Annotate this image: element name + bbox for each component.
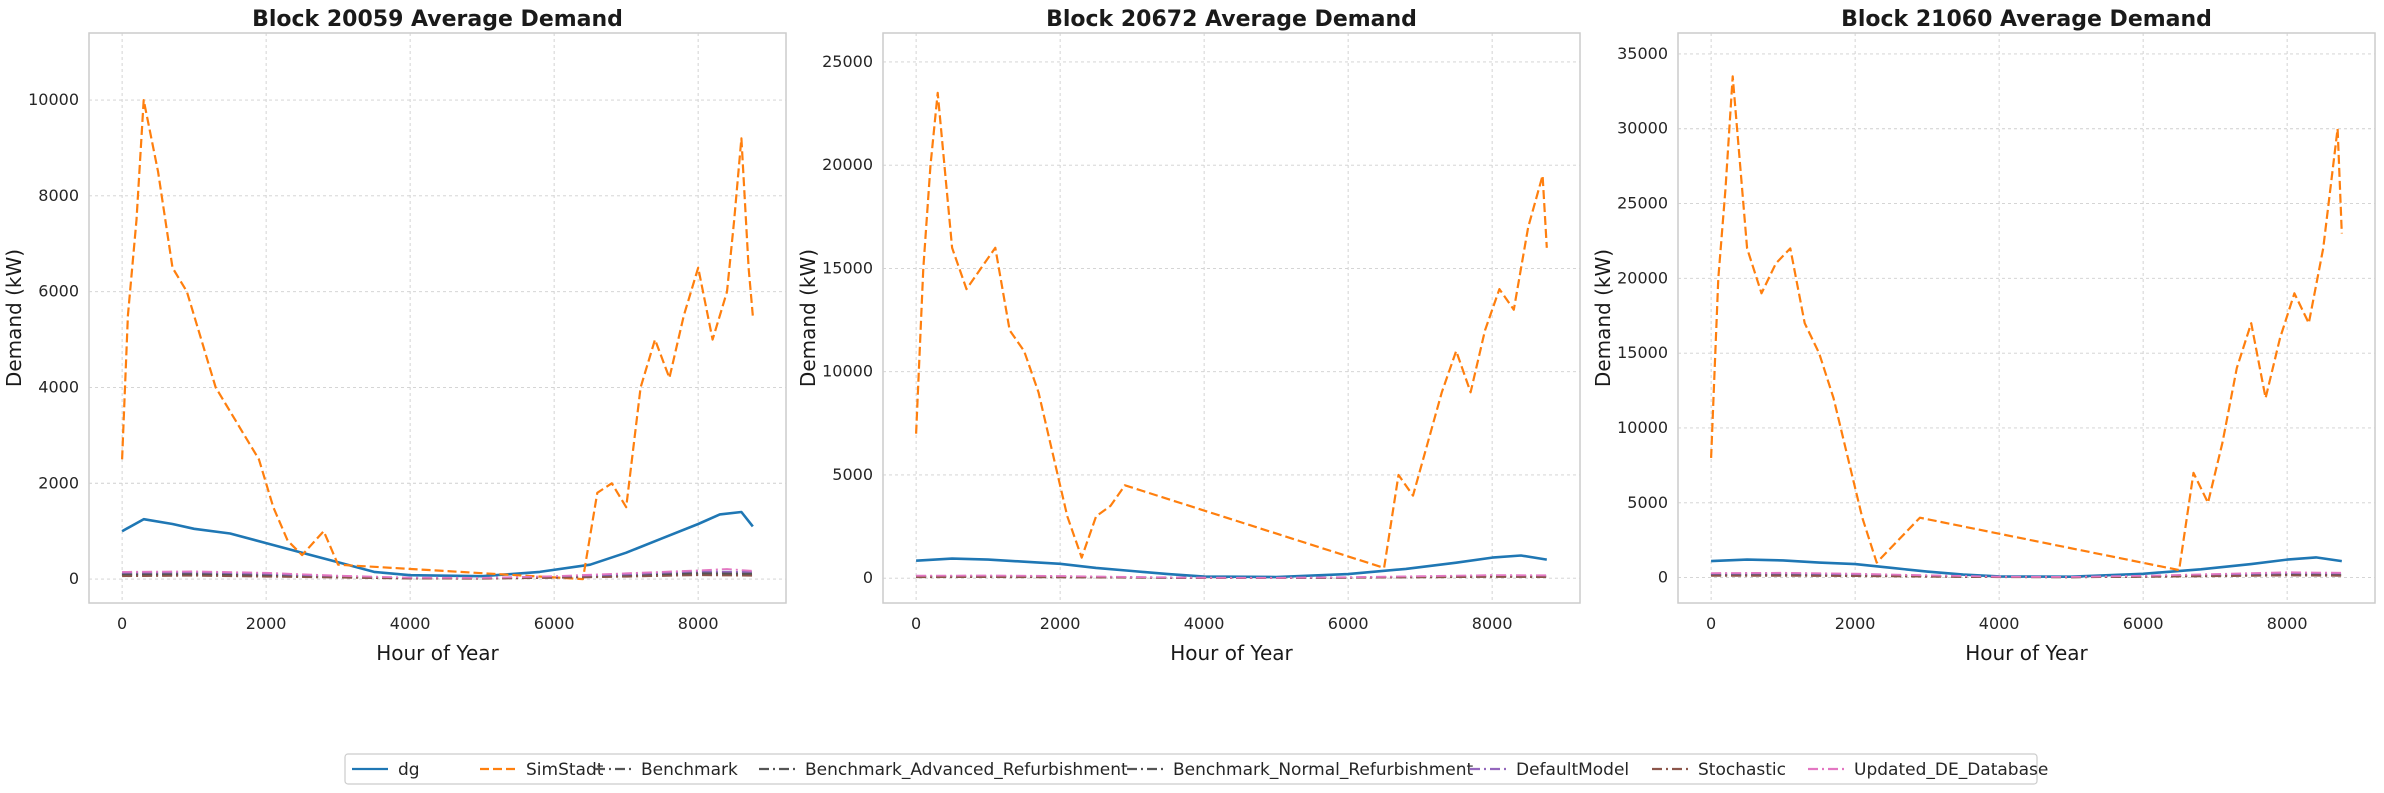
x-axis-label: Hour of Year: [1965, 641, 2088, 665]
plot-area: [88, 32, 787, 604]
y-tick-label: 15000: [1617, 343, 1668, 362]
x-tick-label: 6000: [534, 614, 575, 633]
series-line-dg: [121, 510, 754, 578]
x-tick-label: 2000: [1835, 614, 1876, 633]
legend-label: SimStadt: [526, 760, 604, 780]
y-tick-label: 35000: [1617, 44, 1668, 63]
legend-label: dg: [398, 760, 420, 780]
legend-item-dg: dg: [352, 760, 420, 780]
series-line-updated-de-database: [122, 568, 753, 579]
plot-area: [1677, 32, 2376, 604]
y-tick-label: 5000: [832, 465, 873, 484]
legend-item-benchmark-normal-refurbishment: Benchmark_Normal_Refurbishment: [1127, 760, 1474, 780]
y-tick-label: 4000: [38, 377, 79, 396]
y-tick-label: 6000: [38, 282, 79, 301]
legend-label: DefaultModel: [1516, 760, 1629, 780]
x-tick-label: 0: [117, 614, 127, 633]
chart-title: Block 21060 Average Demand: [1841, 7, 2212, 32]
legend-label: Updated_DE_Database: [1854, 760, 2048, 780]
y-axis-label: Demand (kW): [796, 249, 820, 387]
legend-item-defaultmodel: DefaultModel: [1470, 760, 1629, 780]
legend-item-benchmark-advanced-refurbishment: Benchmark_Advanced_Refurbishment: [759, 760, 1128, 780]
y-axis-label: Demand (kW): [2, 249, 26, 387]
chart-panel: 0 2000 4000 6000 8000 0 2000 4000 6000 8000 10000 B…: [2, 7, 787, 665]
series-group: [1710, 75, 2343, 579]
series-line-updated-de-database: [1711, 571, 2342, 578]
y-tick-label: 25000: [1617, 194, 1668, 213]
x-tick-label: 4000: [390, 614, 431, 633]
chart-panel: 0 2000 4000 6000 8000 0 5000 10000 15000 20000 250…: [796, 7, 1581, 665]
x-tick-label: 6000: [2123, 614, 2164, 633]
chart-panel: 0 2000 4000 6000 8000 0 5000 10000 15000 20000 250…: [1591, 7, 2376, 665]
legend-label: Benchmark_Normal_Refurbishment: [1173, 760, 1474, 780]
series-group: [915, 91, 1548, 579]
legend: dg SimStadt Benchmark Benchmark_Advanced_Re…: [344, 753, 2048, 785]
series-line-updated-de-database: [916, 574, 1547, 579]
legend-label: Benchmark_Advanced_Refurbishment: [805, 760, 1128, 780]
x-tick-label: 8000: [2267, 614, 2308, 633]
x-tick-label: 4000: [1979, 614, 2020, 633]
y-tick-label: 10000: [822, 362, 873, 381]
x-tick-label: 2000: [1040, 614, 1081, 633]
series-line-stochastic: [122, 574, 753, 580]
series-line-simstadt: [915, 91, 1548, 570]
x-tick-label: 0: [1706, 614, 1716, 633]
y-tick-label: 0: [69, 569, 79, 588]
y-tick-label: 0: [863, 568, 873, 587]
x-tick-label: 6000: [1328, 614, 1369, 633]
y-axis-label: Demand (kW): [1591, 249, 1615, 387]
series-line-simstadt: [121, 98, 754, 581]
plot-area: [882, 32, 1581, 604]
y-tick-label: 8000: [38, 186, 79, 205]
series-line-simstadt: [1710, 75, 2343, 572]
y-tick-label: 0: [1658, 568, 1668, 587]
legend-item-updated-de-database: Updated_DE_Database: [1808, 760, 2048, 780]
x-axis-label: Hour of Year: [1170, 641, 1293, 665]
x-tick-label: 0: [911, 614, 921, 633]
x-axis-label: Hour of Year: [376, 641, 499, 665]
y-tick-label: 10000: [28, 90, 79, 109]
y-tick-label: 20000: [822, 155, 873, 174]
y-tick-label: 5000: [1627, 493, 1668, 512]
x-tick-label: 4000: [1184, 614, 1225, 633]
series-group: [121, 98, 754, 581]
x-tick-label: 2000: [246, 614, 287, 633]
legend-item-benchmark: Benchmark: [595, 760, 738, 780]
series-line-dg: [916, 554, 1548, 579]
y-tick-label: 25000: [822, 52, 873, 71]
chart-title: Block 20672 Average Demand: [1046, 7, 1417, 32]
y-tick-label: 15000: [822, 258, 873, 277]
chart-title: Block 20059 Average Demand: [252, 7, 623, 32]
y-tick-label: 10000: [1617, 418, 1668, 437]
legend-label: Stochastic: [1698, 760, 1786, 780]
legend-label: Benchmark: [641, 760, 738, 780]
legend-item-simstadt: SimStadt: [480, 760, 604, 780]
legend-frame: [344, 753, 2038, 785]
x-tick-label: 8000: [678, 614, 719, 633]
y-tick-label: 30000: [1617, 119, 1668, 138]
x-tick-label: 8000: [1472, 614, 1513, 633]
series-line-dg: [1711, 556, 2342, 579]
y-tick-label: 20000: [1617, 268, 1668, 287]
legend-item-stochastic: Stochastic: [1652, 760, 1786, 780]
y-tick-label: 2000: [38, 473, 79, 492]
